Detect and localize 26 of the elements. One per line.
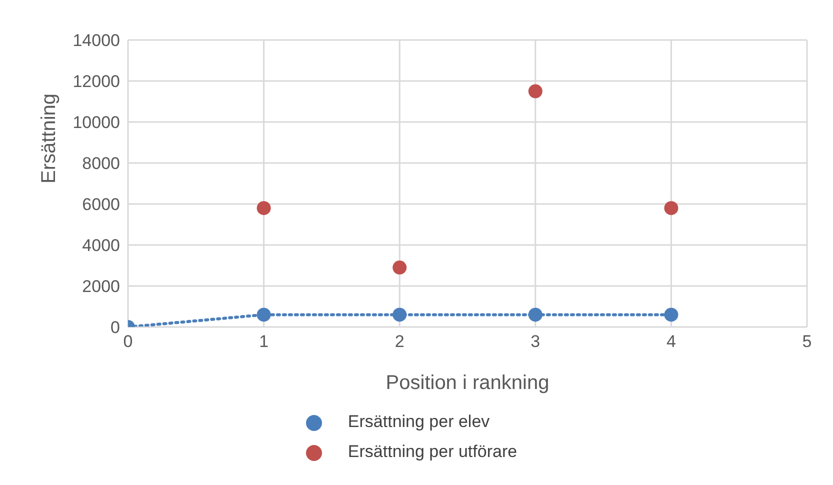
y-axis-title: Ersättning bbox=[38, 93, 60, 184]
point bbox=[392, 260, 407, 275]
x-tick-label: 5 bbox=[802, 332, 812, 352]
point bbox=[256, 201, 271, 216]
y-tick-label: 4000 bbox=[82, 236, 120, 256]
y-tick-label: 8000 bbox=[82, 154, 120, 174]
legend-label: Ersättning per utförare bbox=[348, 442, 518, 461]
x-tick-label: 4 bbox=[666, 332, 676, 352]
y-tick-label: 12000 bbox=[72, 72, 120, 92]
x-axis-title: Position i rankning bbox=[386, 372, 550, 394]
y-tick-label: 6000 bbox=[82, 195, 120, 214]
y-tick-label: 14000 bbox=[72, 31, 120, 50]
y-tick-label: 2000 bbox=[82, 277, 120, 296]
y-tick-label: 0 bbox=[110, 318, 120, 338]
point bbox=[664, 201, 678, 216]
x-tick-label: 3 bbox=[530, 332, 540, 352]
point bbox=[392, 308, 407, 322]
x-tick-label: 0 bbox=[123, 332, 133, 352]
point bbox=[664, 308, 678, 322]
point bbox=[528, 308, 542, 322]
x-tick-label: 2 bbox=[394, 332, 404, 352]
y-tick-label: 10000 bbox=[72, 113, 120, 132]
x-tick-label: 1 bbox=[259, 332, 269, 352]
legend-label: Ersättning per elev bbox=[348, 412, 490, 431]
point bbox=[256, 308, 271, 322]
point bbox=[528, 84, 542, 98]
